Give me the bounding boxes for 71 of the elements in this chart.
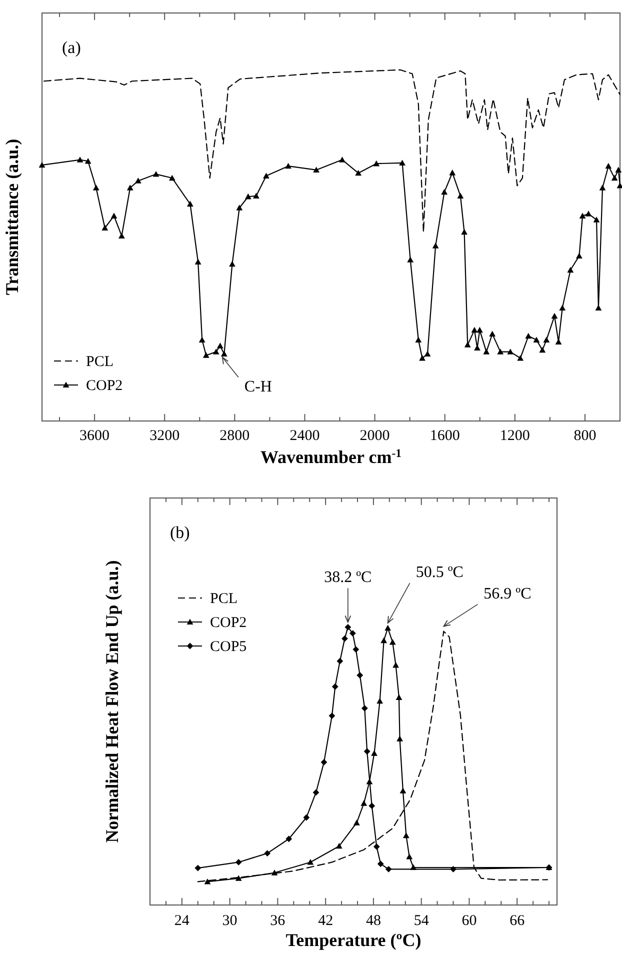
point (384, 624, 392, 631)
legend-label: COP2 (210, 615, 247, 631)
point (376, 698, 384, 704)
x-tick-label: 54 (414, 913, 430, 929)
x-tick-label: 42 (318, 913, 334, 929)
y-axis-title: Normalized Heat Flow End Up (a.u.) (102, 560, 122, 843)
point (406, 853, 413, 860)
point (303, 814, 310, 821)
point (328, 712, 336, 720)
point (361, 705, 368, 712)
x-tick-label: 2400 (290, 428, 320, 444)
point (286, 836, 292, 842)
y-axis-title: Transmittance (a.u.) (2, 138, 22, 296)
point (344, 624, 352, 630)
legend-label: COP2 (86, 378, 123, 394)
point (336, 658, 344, 664)
point (352, 646, 360, 653)
point (377, 860, 384, 868)
point (336, 842, 342, 849)
point (307, 859, 314, 865)
point (204, 878, 211, 884)
point (371, 750, 378, 756)
point (332, 683, 338, 690)
point (353, 820, 360, 826)
point (271, 870, 278, 876)
x-tick-label: 2000 (360, 428, 390, 444)
point (373, 843, 380, 850)
point (450, 866, 456, 872)
x-tick-label: 800 (574, 428, 596, 444)
point (194, 864, 202, 872)
x-tick-label: 3600 (80, 428, 110, 444)
point (400, 788, 406, 794)
annotation: 56.9 ºC (484, 585, 532, 602)
x-axis-title: Wavenumber cm$^{-1}$ (260, 446, 402, 467)
point (356, 672, 364, 678)
point (235, 875, 242, 881)
point (396, 694, 402, 700)
x-tick-label: 1600 (430, 428, 460, 444)
x-tick-label: 36 (270, 913, 286, 929)
point (389, 638, 396, 645)
x-tick-label: 30 (222, 913, 238, 929)
legend-label: PCL (86, 354, 114, 370)
point (385, 866, 392, 872)
chart-title: (a) (62, 38, 81, 57)
point (360, 800, 368, 806)
x-tick-label: 3200 (150, 428, 180, 444)
point (350, 630, 356, 636)
x-tick-label: 48 (366, 913, 381, 929)
legend-label: PCL (210, 591, 238, 607)
point (392, 662, 399, 668)
point (368, 802, 376, 810)
point (380, 637, 388, 644)
legend-label: COP5 (210, 639, 247, 655)
point (312, 789, 320, 796)
x-tick-label: 66 (510, 913, 526, 929)
point (235, 859, 242, 866)
x-axis-title: Temperature (ºC) (286, 930, 422, 950)
point (402, 832, 410, 838)
annotation: 50.5 ºC (416, 564, 464, 582)
chart-title: (b) (170, 523, 190, 542)
x-tick-label: 2800 (220, 428, 250, 444)
annotation: C-H (244, 378, 272, 396)
x-tick-label: 24 (174, 913, 190, 929)
point (364, 748, 370, 755)
point (264, 850, 271, 857)
x-tick-label: 1200 (500, 428, 530, 444)
annotation: 38.2 ºC (324, 569, 372, 586)
point (320, 759, 328, 766)
point (396, 736, 403, 742)
point (342, 635, 348, 642)
x-tick-label: 60 (462, 913, 477, 929)
